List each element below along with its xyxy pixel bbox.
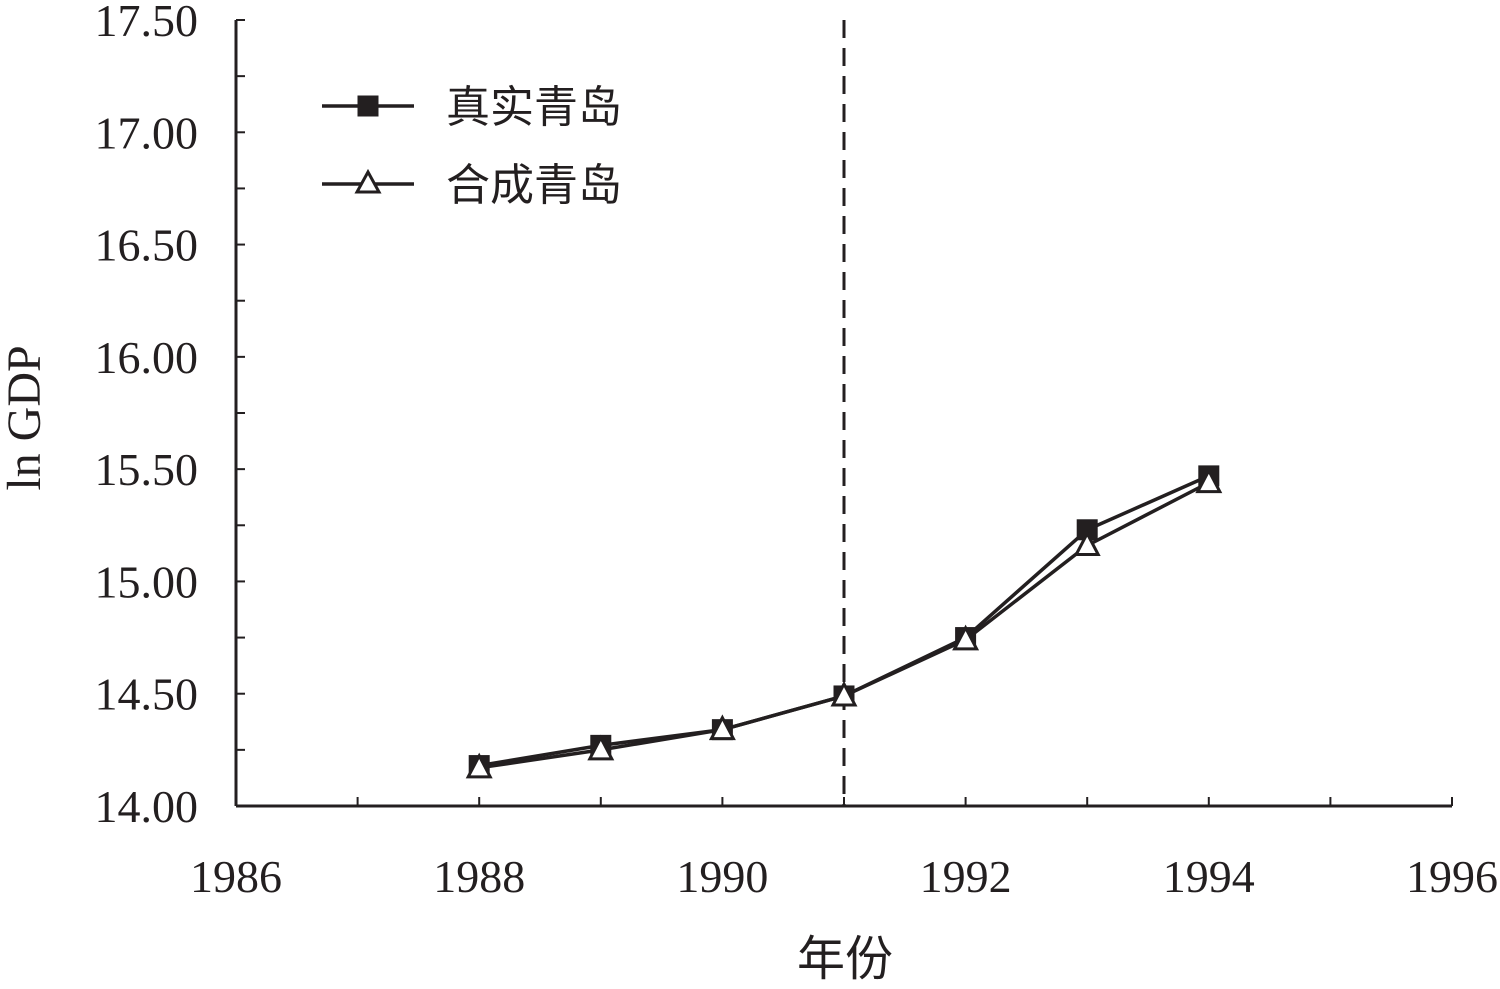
x-tick-label: 1990 xyxy=(676,851,768,902)
y-tick-label: 15.00 xyxy=(95,556,199,607)
data-point-triangle xyxy=(1195,467,1223,494)
legend-triangle-marker xyxy=(354,168,382,194)
y-axis-tick-labels: 14.00 14.50 15.00 15.50 16.00 16.50 17.00 17.50 xyxy=(95,0,199,832)
y-axis-ticks xyxy=(236,19,245,807)
legend-label-real: 真实青岛 xyxy=(446,82,622,133)
y-tick-label: 16.50 xyxy=(95,220,199,271)
legend: 真实青岛 合成青岛 xyxy=(322,82,622,211)
data-point-triangle xyxy=(587,734,615,761)
x-axis-title: 年份 xyxy=(797,933,893,986)
x-tick-label: 1994 xyxy=(1163,851,1255,902)
y-tick-label: 16.00 xyxy=(95,332,199,383)
x-axis-tick-labels: 1986 1988 1990 1992 1994 1996 xyxy=(190,851,1498,902)
y-tick-label: 15.50 xyxy=(95,444,199,495)
x-tick-label: 1988 xyxy=(433,851,525,902)
data-point-triangle xyxy=(952,624,980,651)
data-point-triangle xyxy=(1073,530,1101,556)
data-point-triangle xyxy=(830,680,858,707)
x-axis-ticks xyxy=(235,797,1453,806)
x-tick-label: 1986 xyxy=(190,851,282,902)
data-point-triangle xyxy=(708,714,736,741)
series-group xyxy=(465,465,1223,779)
legend-item-real: 真实青岛 xyxy=(322,82,622,133)
x-tick-label: 1996 xyxy=(1406,851,1498,902)
y-tick-label: 17.50 xyxy=(95,0,199,46)
legend-label-synthetic: 合成青岛 xyxy=(446,160,622,211)
y-tick-label: 14.50 xyxy=(95,669,199,720)
y-axis-title: ln GDP xyxy=(0,345,51,490)
legend-square-marker xyxy=(357,95,379,117)
y-tick-label: 17.00 xyxy=(95,107,199,158)
x-tick-label: 1992 xyxy=(920,851,1012,902)
data-point-triangle xyxy=(465,752,493,779)
legend-item-synthetic: 合成青岛 xyxy=(322,160,622,211)
y-tick-label: 14.00 xyxy=(95,781,199,832)
